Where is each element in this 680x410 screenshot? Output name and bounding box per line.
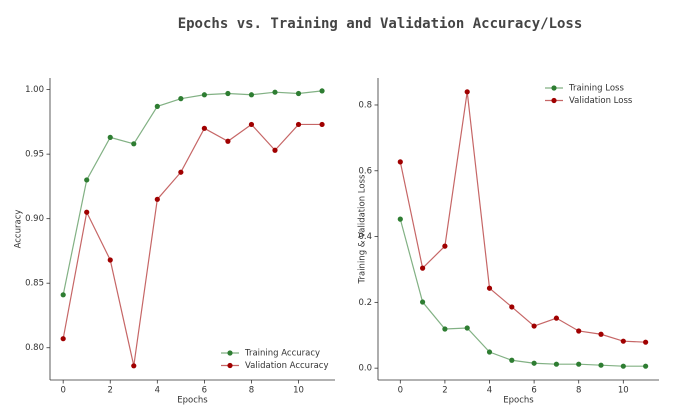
y-tick-label: 0.95	[25, 150, 44, 160]
legend-label: Validation Accuracy	[245, 361, 328, 371]
data-point	[248, 92, 255, 98]
x-tick-label: 8	[249, 386, 254, 396]
x-tick-label: 6	[202, 386, 207, 396]
data-point	[486, 285, 493, 291]
x-tick-label: 10	[618, 386, 629, 396]
data-point	[464, 89, 470, 95]
data-point	[620, 363, 626, 369]
x-tick-label: 2	[442, 386, 447, 396]
data-point	[295, 90, 302, 97]
series-line	[62, 90, 323, 295]
data-point	[397, 159, 403, 165]
data-point	[225, 138, 231, 144]
legend-label: Validation Loss	[569, 96, 633, 106]
figure-title: Epochs vs. Training and Validation Accur…	[178, 16, 583, 32]
data-point	[509, 357, 515, 363]
data-point	[154, 103, 160, 109]
legend-label: Training Loss	[568, 84, 624, 94]
series-line	[62, 123, 323, 366]
legend-marker	[227, 362, 233, 369]
data-point	[397, 216, 403, 222]
legend-marker	[551, 85, 557, 91]
data-point	[576, 328, 582, 334]
data-point	[319, 88, 325, 94]
legend-marker	[227, 350, 233, 356]
data-point	[154, 196, 160, 202]
data-point	[509, 304, 515, 310]
y-tick-label: 0.4	[358, 232, 372, 242]
data-point	[643, 363, 649, 369]
y-tick-label: 0.2	[358, 298, 372, 308]
y-tick-label: 1.00	[25, 85, 44, 95]
data-point	[84, 209, 90, 215]
x-tick-label: 2	[108, 386, 113, 396]
data-point	[553, 361, 560, 367]
y-tick-label: 0.0	[358, 364, 372, 374]
data-point	[598, 362, 604, 368]
data-point	[107, 257, 113, 263]
data-point	[272, 89, 278, 95]
data-point	[60, 292, 66, 298]
data-point	[620, 338, 626, 344]
data-point	[201, 125, 207, 131]
x-tick-label: 4	[155, 386, 160, 396]
x-tick-label: 0	[398, 386, 403, 396]
data-point	[464, 325, 470, 331]
data-point	[531, 323, 537, 329]
data-point	[131, 141, 137, 147]
data-point	[486, 349, 493, 355]
x-axis-label: Epochs	[503, 396, 534, 406]
data-point	[442, 326, 448, 332]
x-tick-label: 4	[487, 386, 492, 396]
y-tick-label: 0.80	[25, 343, 44, 353]
y-tick-label: 0.85	[25, 279, 44, 289]
x-tick-label: 8	[576, 386, 581, 396]
x-axis-label: Epochs	[177, 396, 208, 406]
y-axis-label: Accuracy	[14, 210, 24, 249]
data-point	[420, 265, 426, 271]
legend-marker	[551, 97, 557, 104]
legend-label: Training Accuracy	[244, 349, 320, 359]
y-axis-label: Training & Validation Loss	[358, 174, 368, 284]
data-point	[319, 121, 325, 128]
data-point	[225, 90, 231, 97]
data-point	[598, 331, 604, 337]
data-point	[442, 243, 448, 249]
y-tick-label: 0.8	[358, 100, 372, 110]
data-point	[553, 315, 560, 321]
data-point	[272, 147, 278, 153]
data-point	[420, 299, 426, 305]
series-line	[399, 218, 646, 367]
data-point	[131, 363, 137, 369]
data-point	[576, 361, 582, 367]
data-point	[107, 134, 113, 140]
data-point	[178, 96, 184, 102]
data-point	[178, 169, 184, 175]
data-point	[201, 92, 207, 98]
x-tick-label: 0	[60, 386, 65, 396]
data-point	[84, 177, 90, 183]
data-point	[248, 121, 255, 128]
y-tick-label: 0.90	[25, 214, 44, 224]
data-point	[60, 336, 66, 342]
data-point	[643, 339, 649, 345]
data-point	[531, 360, 537, 366]
data-point	[295, 121, 302, 128]
x-tick-label: 10	[293, 386, 304, 396]
x-tick-label: 6	[531, 386, 536, 396]
y-tick-label: 0.6	[358, 166, 372, 176]
series-line	[399, 91, 646, 343]
